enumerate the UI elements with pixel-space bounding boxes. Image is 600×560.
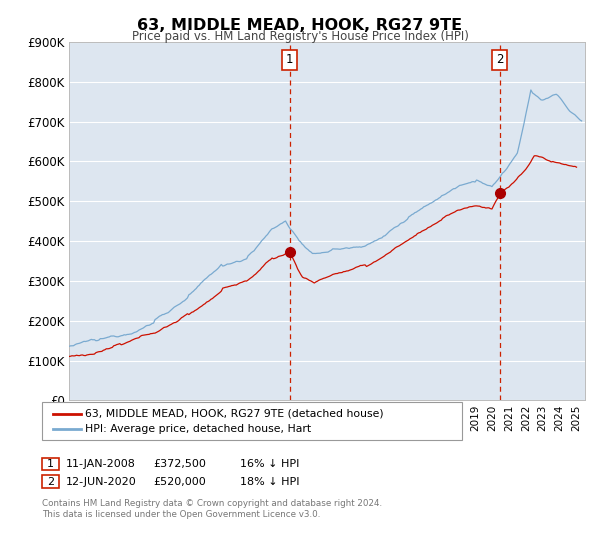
Text: 1: 1 [286,53,293,67]
Text: 18% ↓ HPI: 18% ↓ HPI [240,477,299,487]
Text: 1: 1 [47,459,54,469]
Text: This data is licensed under the Open Government Licence v3.0.: This data is licensed under the Open Gov… [42,510,320,519]
Text: 2: 2 [496,53,503,67]
Text: £520,000: £520,000 [153,477,206,487]
Text: £372,500: £372,500 [153,459,206,469]
Text: 11-JAN-2008: 11-JAN-2008 [66,459,136,469]
Text: Contains HM Land Registry data © Crown copyright and database right 2024.: Contains HM Land Registry data © Crown c… [42,500,382,508]
Text: 2: 2 [47,477,54,487]
Text: Price paid vs. HM Land Registry's House Price Index (HPI): Price paid vs. HM Land Registry's House … [131,30,469,43]
Text: 63, MIDDLE MEAD, HOOK, RG27 9TE: 63, MIDDLE MEAD, HOOK, RG27 9TE [137,18,463,33]
Text: HPI: Average price, detached house, Hart: HPI: Average price, detached house, Hart [85,424,311,434]
Text: 12-JUN-2020: 12-JUN-2020 [66,477,137,487]
Text: 16% ↓ HPI: 16% ↓ HPI [240,459,299,469]
Text: 63, MIDDLE MEAD, HOOK, RG27 9TE (detached house): 63, MIDDLE MEAD, HOOK, RG27 9TE (detache… [85,409,384,419]
